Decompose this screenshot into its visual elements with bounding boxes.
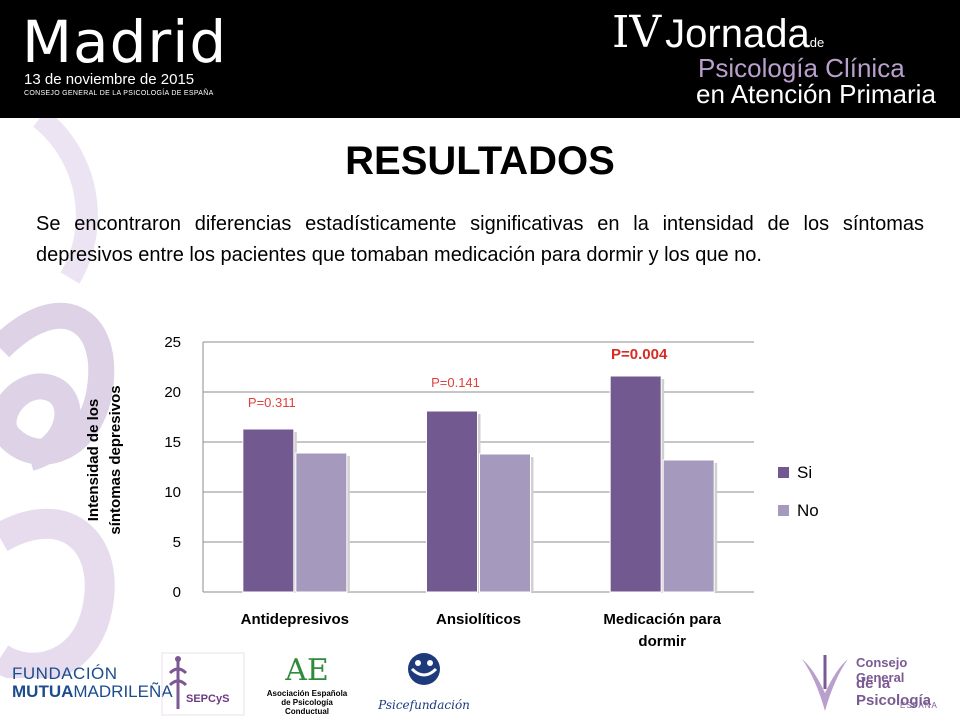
bar-si — [426, 410, 478, 593]
fundacion-mutua-logo: FUNDACIÓN MUTUAMADRILEÑA — [12, 664, 173, 701]
bar-si — [609, 375, 662, 593]
sepcys-logo-icon — [161, 652, 245, 716]
psicefundacion-icon — [408, 653, 440, 685]
results-summary: Se encontraron diferencias estadísticame… — [36, 213, 924, 266]
y-tick-label: 25 — [164, 334, 181, 351]
x-category-label: Medicación para — [603, 611, 721, 628]
p-value-annotation: P=0.311 — [248, 395, 296, 410]
event-header-banner: Madrid 13 de noviembre de 2015 CONSEJO G… — [0, 0, 960, 118]
legend-swatch — [778, 505, 789, 516]
consejo-general-psicologia-logo: Consejo General de la Psicología ESPAÑA — [796, 649, 952, 717]
aepc-mark-icon: AE — [285, 653, 329, 688]
sepcys-label: SEPCyS — [186, 693, 230, 705]
bar-chart-svg: 0 5 10 15 20 25 Antidepresivos Ansiolíticos Medi… — [85, 334, 819, 650]
jornada-subtitle-1: Psicología Clínica — [698, 53, 905, 83]
y-tick-label: 15 — [164, 434, 181, 451]
section-title: RESULTADOS — [345, 139, 615, 183]
psicefundacion-logo: Psicefundación — [374, 651, 474, 717]
x-category-label: Ansiolíticos — [436, 611, 521, 628]
bar-no — [662, 459, 715, 593]
bar-no — [479, 453, 531, 593]
y-tick-label: 0 — [173, 584, 181, 601]
p-value-annotation: P=0.004 — [611, 346, 668, 363]
aepc-logo: AE Asociación Española de Psicología Con… — [262, 653, 352, 717]
jornada-title: IV Jornadade — [612, 8, 824, 59]
legend-swatch — [778, 467, 789, 478]
y-axis-title: Intensidad de los — [85, 399, 102, 522]
jornada-subtitle-2: en Atención Primaria — [696, 79, 936, 109]
x-category-label: dormir — [638, 633, 686, 650]
bar-si — [242, 428, 295, 593]
jornada-number: IV — [612, 7, 662, 58]
legend-label: No — [797, 501, 819, 520]
event-date: 13 de noviembre de 2015 — [24, 71, 195, 88]
y-tick-label: 20 — [164, 384, 181, 401]
sponsor-logos: FUNDACIÓN MUTUAMADRILEÑA SEPCyS AE Asoci… — [0, 645, 960, 720]
jornada-de: de — [809, 35, 825, 50]
event-organizer: CONSEJO GENERAL DE LA PSICOLOGÍA DE ESPA… — [24, 90, 214, 97]
x-category-label: Antidepresivos — [241, 611, 349, 628]
legend-label: Si — [797, 463, 812, 482]
background-swirl-decoration — [0, 118, 115, 678]
bar-no — [295, 452, 348, 593]
cgp-emblem-icon — [802, 655, 848, 711]
event-city: Madrid — [22, 8, 228, 76]
y-tick-label: 10 — [164, 484, 181, 501]
p-value-annotation: P=0.141 — [431, 375, 480, 390]
y-axis-title: síntomas depresivos — [107, 385, 124, 534]
y-tick-label: 5 — [173, 534, 181, 551]
jornada-word: Jornada — [665, 12, 810, 56]
bar-chart: 0 5 10 15 20 25 Antidepresivos Ansiolíticos Medi… — [0, 320, 960, 660]
